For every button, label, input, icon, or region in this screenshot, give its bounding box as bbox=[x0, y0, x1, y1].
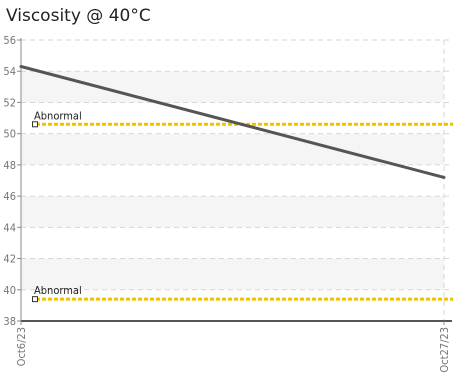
abnormal-limit-label: Abnormal bbox=[34, 109, 82, 122]
abnormal-limit-label: Abnormal bbox=[34, 284, 82, 297]
y-tick-label: 44 bbox=[3, 221, 16, 234]
limit-marker bbox=[32, 121, 38, 128]
background-bands bbox=[21, 71, 444, 290]
y-tick-label: 54 bbox=[3, 65, 16, 78]
series-lines bbox=[19, 65, 446, 179]
limit-lines: Abnormal Abnormal bbox=[32, 109, 453, 303]
background-band bbox=[21, 196, 444, 228]
x-tick-label: Oct27/23 bbox=[438, 327, 451, 373]
background-band bbox=[21, 258, 444, 290]
y-tick-label: 46 bbox=[3, 190, 16, 203]
x-axis-ticks: Oct6/23 Oct27/23 bbox=[15, 321, 451, 373]
limit-marker bbox=[32, 296, 38, 303]
axes bbox=[20, 38, 452, 322]
y-axis-ticks: 38 40 42 44 46 48 50 52 54 56 bbox=[3, 34, 21, 328]
y-tick-label: 50 bbox=[3, 128, 16, 141]
series-line bbox=[19, 65, 446, 179]
y-tick-label: 56 bbox=[3, 34, 16, 47]
y-tick-label: 48 bbox=[3, 159, 16, 172]
background-band bbox=[21, 71, 444, 103]
y-tick-label: 52 bbox=[3, 96, 16, 109]
y-tick-label: 40 bbox=[3, 284, 16, 297]
y-tick-label: 42 bbox=[3, 253, 16, 266]
x-tick-label: Oct6/23 bbox=[15, 327, 28, 366]
chart-title: Viscosity @ 40°C bbox=[6, 6, 151, 26]
y-tick-label: 38 bbox=[3, 315, 16, 328]
